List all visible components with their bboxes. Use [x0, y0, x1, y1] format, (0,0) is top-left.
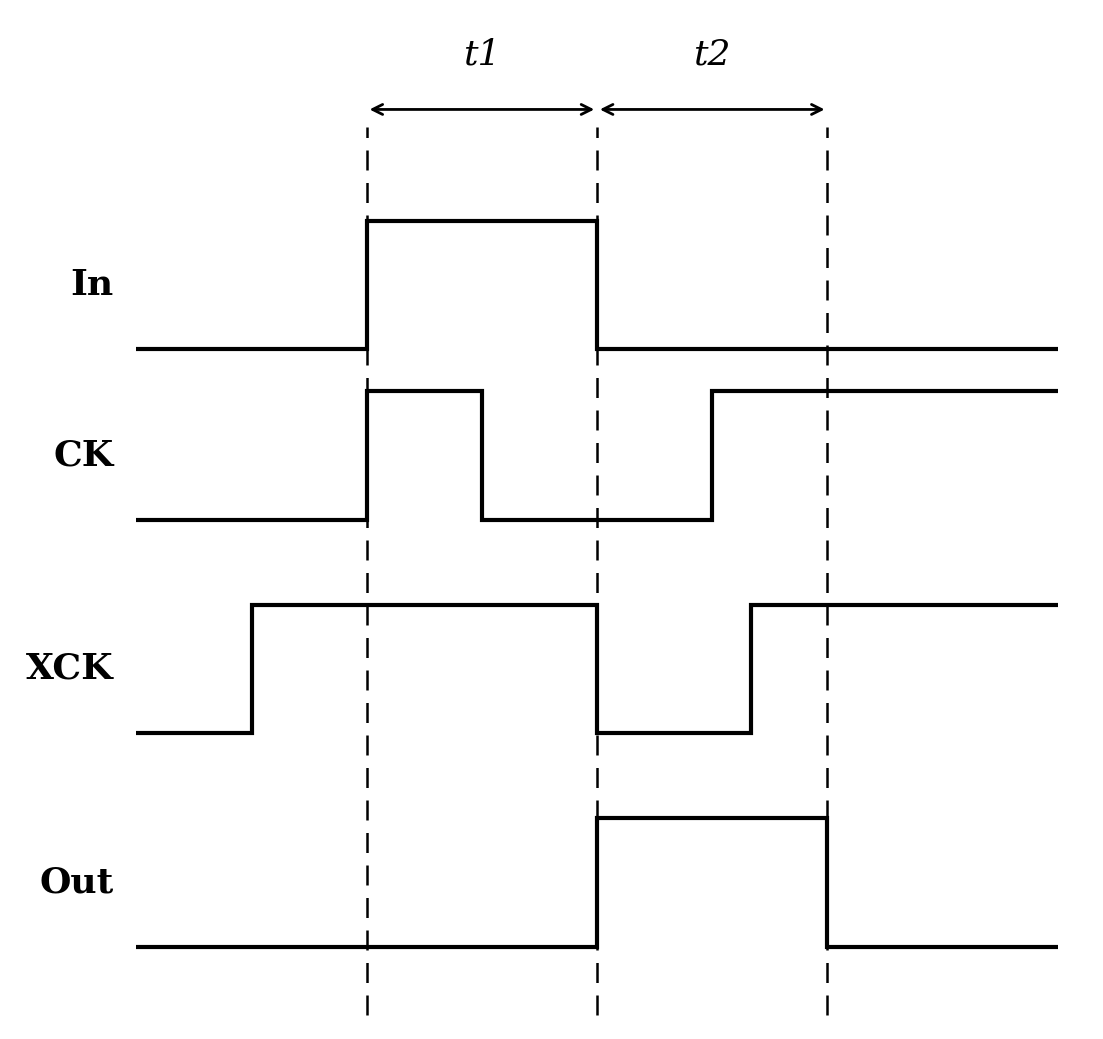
Text: Out: Out [40, 865, 114, 900]
Text: In: In [71, 268, 114, 301]
Text: XCK: XCK [25, 652, 114, 686]
Text: CK: CK [53, 438, 114, 473]
Text: t1: t1 [463, 37, 501, 71]
Text: t2: t2 [694, 37, 731, 71]
